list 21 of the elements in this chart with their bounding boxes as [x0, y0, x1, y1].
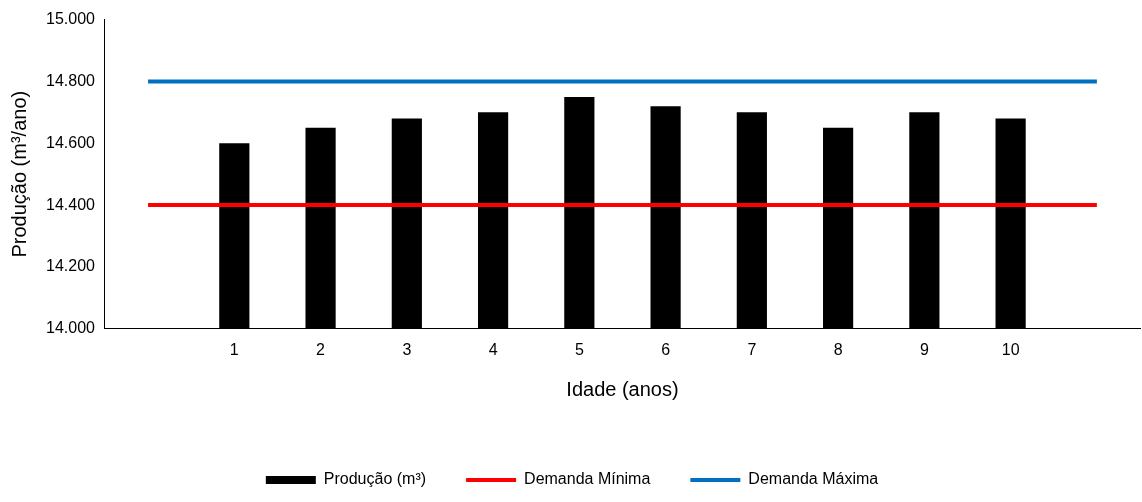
x-tick-label: 7 [747, 340, 757, 358]
x-tick-label: 1 [229, 340, 239, 358]
legend-label: Demanda Máxima [748, 470, 879, 488]
legend-label: Produção (m³) [323, 470, 427, 488]
y-tick-label: 15.000 [46, 10, 96, 28]
x-tick-label: 2 [316, 340, 326, 358]
y-tick-label: 14.000 [46, 319, 96, 337]
y-tick-label: 14.600 [46, 133, 96, 151]
y-axis-title: Produção (m³/ano) [7, 90, 30, 258]
y-tick-label: 14.400 [46, 195, 96, 213]
x-tick-label: 6 [661, 340, 671, 358]
x-tick-label: 4 [488, 340, 498, 358]
x-tick-label: 10 [1001, 340, 1020, 358]
legend-label: Demanda Mínima [524, 470, 651, 488]
y-tick-label: 14.200 [46, 257, 96, 275]
x-tick-label: 9 [919, 340, 929, 358]
x-tick-label: 3 [402, 340, 412, 358]
x-tick-label: 5 [574, 340, 584, 358]
y-tick-label: 14.800 [46, 71, 96, 89]
x-tick-label: 8 [833, 340, 843, 358]
x-axis-title: Idade (anos) [566, 377, 679, 400]
